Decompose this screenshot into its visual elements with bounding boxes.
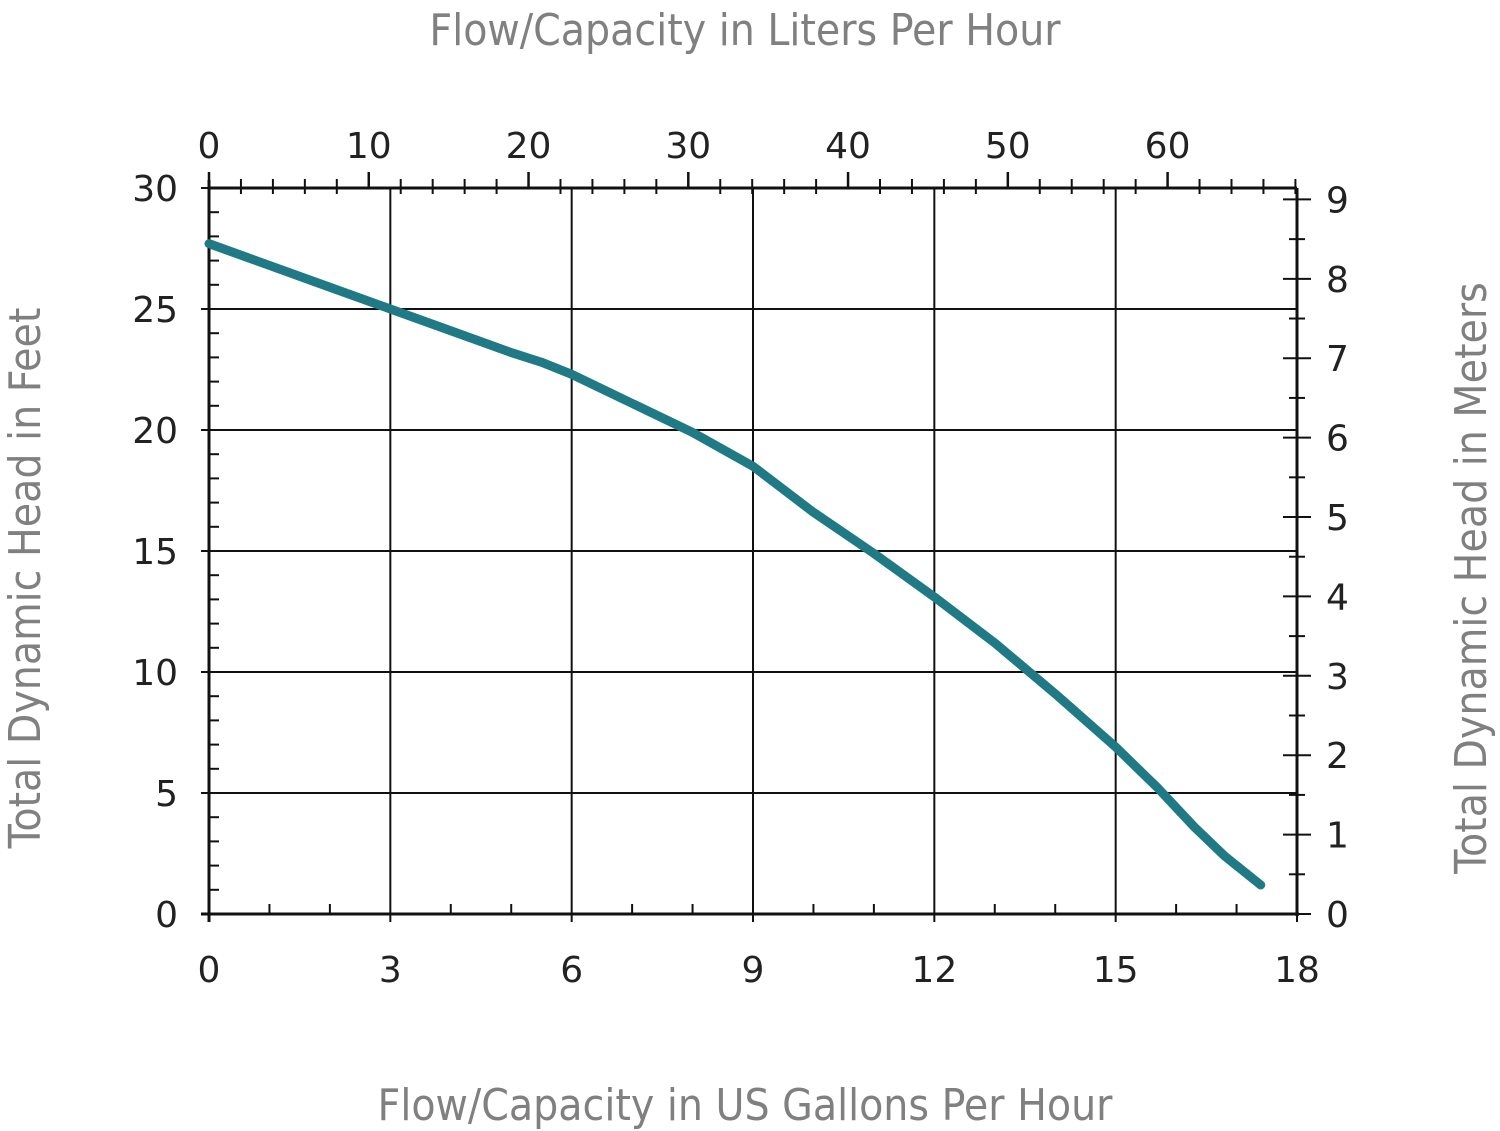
plot-frame	[201, 180, 1299, 922]
tick-labels: 0 3 6 9 12 15 180 10 20 30 40 50 6005101520253001234…	[132, 126, 1349, 991]
top-axis-title: Flow/Capacity in Liters Per Hour	[429, 5, 1061, 56]
top-tick-label: 40	[825, 126, 871, 167]
series-line	[204, 239, 1266, 890]
x-tick-label: 12	[911, 950, 957, 991]
right-axis-title: Total Dynamic Head in Meters	[1446, 282, 1497, 874]
x-tick-label: 0	[198, 950, 221, 991]
top-tick-label: 0	[198, 126, 221, 167]
top-tick-label: 30	[665, 126, 711, 167]
top-tick-label: 50	[985, 126, 1031, 167]
top-tick-label: 10	[346, 126, 392, 167]
right-tick-label: 9	[1326, 180, 1349, 221]
grid	[209, 188, 1297, 914]
x-tick-label: 18	[1274, 950, 1320, 991]
right-tick-label: 6	[1326, 419, 1349, 460]
y-tick-label: 25	[132, 290, 178, 331]
y-tick-label: 0	[155, 895, 178, 936]
right-tick-label: 8	[1326, 260, 1349, 301]
y-axis-title: Total Dynamic Head in Feet	[0, 308, 51, 850]
y-tick-label: 30	[132, 169, 178, 210]
right-tick-label: 7	[1326, 339, 1349, 380]
x-tick-label: 15	[1093, 950, 1139, 991]
axis-ticks	[201, 172, 1311, 922]
y-tick-label: 10	[132, 653, 178, 694]
right-tick-label: 3	[1326, 657, 1349, 698]
x-tick-label: 3	[379, 950, 402, 991]
y-tick-label: 20	[132, 411, 178, 452]
right-tick-label: 0	[1326, 895, 1349, 936]
top-tick-label: 20	[506, 126, 552, 167]
y-tick-label: 5	[155, 774, 178, 815]
right-tick-label: 2	[1326, 736, 1349, 777]
x-axis-title: Flow/Capacity in US Gallons Per Hour	[378, 1080, 1114, 1131]
right-tick-label: 1	[1326, 816, 1349, 857]
y-tick-label: 15	[132, 532, 178, 573]
series-layer	[204, 239, 1266, 890]
right-tick-label: 4	[1326, 577, 1349, 618]
top-tick-label: 60	[1145, 126, 1191, 167]
x-tick-label: 9	[742, 950, 765, 991]
x-tick-label: 6	[560, 950, 583, 991]
right-tick-label: 5	[1326, 498, 1349, 539]
